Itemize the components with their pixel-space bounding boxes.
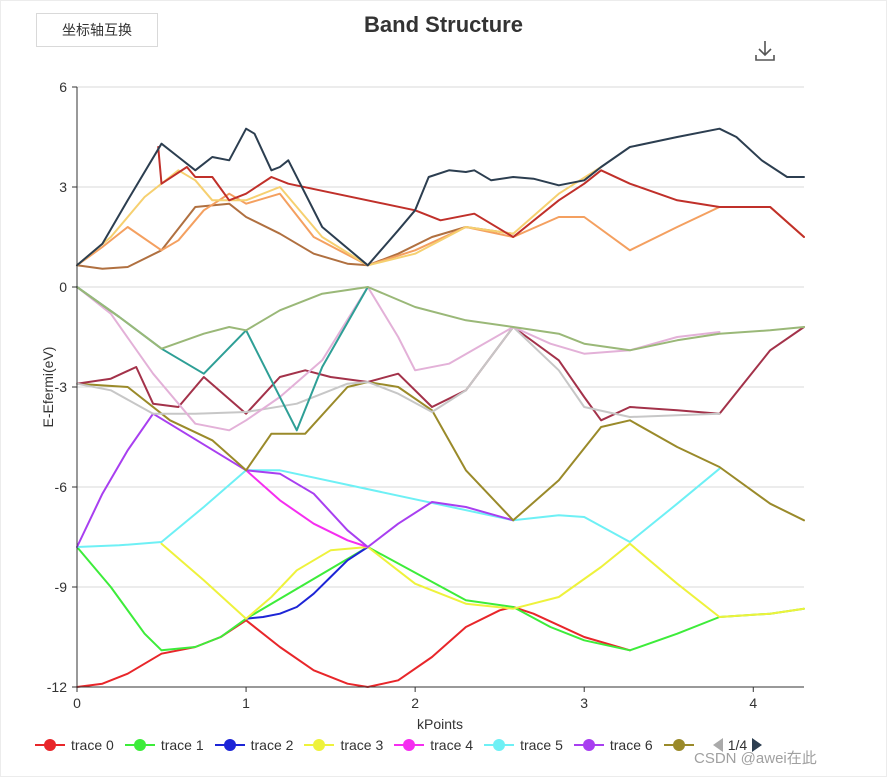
legend-page-indicator: 1/4 <box>727 737 748 753</box>
legend-label: trace 0 <box>71 737 114 753</box>
legend-swatch <box>573 739 604 751</box>
legend-item[interactable]: trace 6 <box>573 737 653 753</box>
series-line-trace-9 <box>76 326 721 418</box>
series-line-trace-12 <box>76 286 805 352</box>
series-lines <box>76 127 805 688</box>
legend-swatch <box>484 739 515 751</box>
series-line-trace-0 <box>76 606 631 688</box>
legend-item[interactable] <box>663 738 700 752</box>
series-line-trace-3 <box>160 542 805 620</box>
triangle-right-icon[interactable] <box>751 737 763 753</box>
axes: 6 3 0 -3 -6 -9 -12 0 1 2 3 4 <box>47 79 804 711</box>
x-tick-label: 3 <box>580 695 588 711</box>
y-tick-label: -9 <box>55 579 68 595</box>
legend-item[interactable]: trace 2 <box>214 737 294 753</box>
series-line-trace-6 <box>76 412 515 548</box>
download-icon[interactable] <box>752 38 778 64</box>
legend-item[interactable]: trace 0 <box>34 737 114 753</box>
x-tick-label: 0 <box>73 695 81 711</box>
series-line-trace-16 <box>157 146 805 238</box>
legend-label: trace 4 <box>430 737 474 753</box>
legend-item[interactable]: trace 5 <box>483 737 563 753</box>
series-line-trace-10 <box>76 286 721 432</box>
y-tick-label: 6 <box>59 79 67 95</box>
x-axis-label: kPoints <box>417 716 463 732</box>
y-axis-label: E-Efermi(eV) <box>40 347 56 428</box>
legend: trace 0 trace 1 trace 2 trace 3 trace 4 trace… <box>34 734 763 756</box>
series-line-trace-13 <box>76 202 515 270</box>
series-line-trace-2 <box>245 546 369 620</box>
y-tick-label: -6 <box>55 479 68 495</box>
legend-swatch <box>663 739 694 751</box>
x-tick-label: 4 <box>749 695 757 711</box>
legend-swatch <box>214 739 245 751</box>
series-line-trace-5 <box>76 467 721 548</box>
y-tick-label: 0 <box>59 279 67 295</box>
series-line-trace-14 <box>76 192 805 267</box>
watermark: CSDN @awei在此 <box>694 750 817 767</box>
legend-item[interactable]: trace 4 <box>393 737 473 753</box>
triangle-left-icon[interactable] <box>712 737 724 753</box>
legend-pager: 1/4 <box>712 737 763 753</box>
series-line-trace-1 <box>76 546 805 652</box>
x-tick-label: 1 <box>242 695 250 711</box>
legend-swatch <box>124 739 155 751</box>
legend-swatch <box>304 739 335 751</box>
y-tick-label: -3 <box>55 379 68 395</box>
series-line-trace-4 <box>245 469 369 548</box>
legend-label: trace 6 <box>609 737 653 753</box>
legend-label: trace 1 <box>160 737 204 753</box>
y-tick-label: -12 <box>47 679 67 695</box>
legend-label: trace 3 <box>340 737 384 753</box>
series-line-trace-15 <box>76 166 603 267</box>
series-line-trace-17 <box>76 127 805 267</box>
series-line-trace-7 <box>76 381 805 522</box>
legend-swatch <box>35 739 65 751</box>
legend-label: trace 5 <box>520 737 563 753</box>
series-line-trace-8 <box>76 326 805 422</box>
x-tick-label: 2 <box>411 695 419 711</box>
legend-item[interactable]: trace 1 <box>124 737 204 753</box>
legend-label: trace 2 <box>250 737 294 753</box>
chart-title: Band Structure <box>364 12 523 37</box>
legend-item[interactable]: trace 3 <box>303 737 383 753</box>
swap-axes-button[interactable]: 坐标轴互换 <box>36 13 158 47</box>
legend-swatch <box>394 739 425 751</box>
y-tick-label: 3 <box>59 179 67 195</box>
